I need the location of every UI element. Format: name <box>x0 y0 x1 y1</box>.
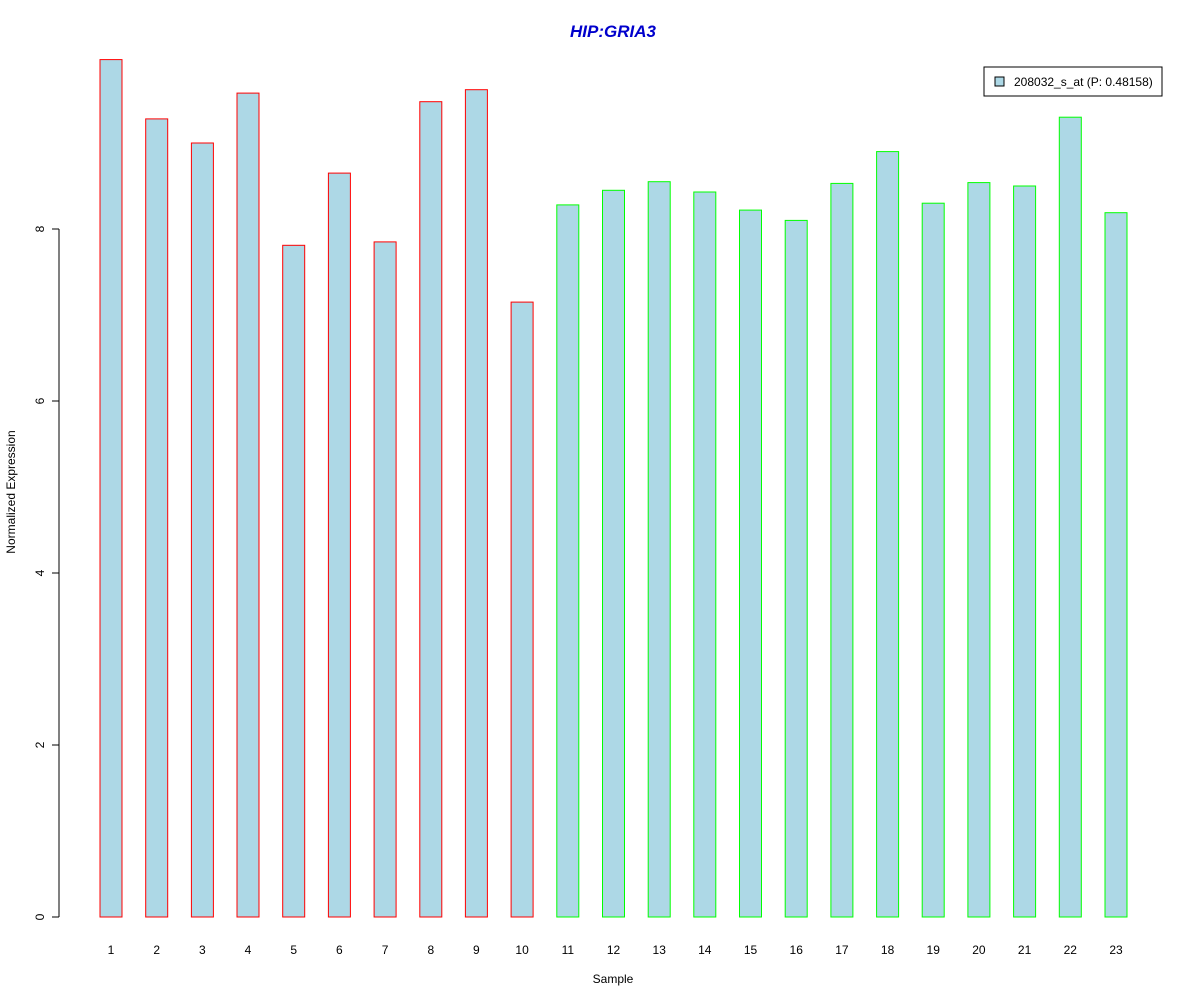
x-tick-label: 12 <box>607 943 621 957</box>
legend-label: 208032_s_at (P: 0.48158) <box>1014 75 1153 89</box>
y-tick-label: 0 <box>33 913 47 920</box>
y-tick-label: 2 <box>33 741 47 748</box>
x-tick-label: 17 <box>835 943 849 957</box>
bar-sample-23 <box>1104 212 1128 918</box>
bar-sample-3 <box>190 142 214 918</box>
legend: 208032_s_at (P: 0.48158) <box>983 66 1163 97</box>
x-tick-label: 10 <box>515 943 529 957</box>
legend-box <box>983 66 1163 97</box>
y-axis-label: Normalized Expression <box>4 430 18 553</box>
x-tick-label: 3 <box>199 943 206 957</box>
x-tick-label: 5 <box>290 943 297 957</box>
bar-sample-4 <box>236 92 260 918</box>
y-axis: 0 2 4 6 8 <box>33 225 60 920</box>
y-tick-label: 4 <box>33 569 47 576</box>
bar-sample-8 <box>419 101 443 918</box>
x-tick-label: 14 <box>698 943 712 957</box>
x-tick-label: 13 <box>653 943 667 957</box>
x-tick-labels: 1 2 3 4 5 6 7 8 9 10 11 12 13 14 15 16 17 18 19 20 21 22 23 <box>108 943 1123 957</box>
x-tick-label: 23 <box>1109 943 1123 957</box>
bar-sample-20 <box>967 182 991 918</box>
bar-sample-22 <box>1058 116 1082 918</box>
chart-title: HIP:GRIA3 <box>570 22 657 41</box>
y-tick-label: 8 <box>33 225 47 232</box>
bar-sample-11 <box>556 204 580 918</box>
x-tick-label: 19 <box>927 943 941 957</box>
x-tick-label: 9 <box>473 943 480 957</box>
x-tick-label: 8 <box>427 943 434 957</box>
x-tick-label: 21 <box>1018 943 1032 957</box>
legend-swatch <box>994 76 1005 87</box>
bar-sample-18 <box>876 151 900 918</box>
bar-sample-5 <box>282 244 306 918</box>
bar-sample-7 <box>373 241 397 918</box>
bar-sample-19 <box>921 202 945 918</box>
x-tick-label: 4 <box>245 943 252 957</box>
x-tick-label: 7 <box>382 943 389 957</box>
x-tick-label: 11 <box>562 943 575 957</box>
bar-sample-13 <box>647 181 671 918</box>
y-tick-label: 6 <box>33 397 47 404</box>
bar-sample-16 <box>784 219 808 918</box>
bar-sample-15 <box>739 209 762 918</box>
x-axis-label: Sample <box>593 972 634 986</box>
x-tick-label: 16 <box>790 943 804 957</box>
x-tick-label: 15 <box>744 943 758 957</box>
bar-sample-17 <box>830 182 854 918</box>
x-tick-label: 1 <box>108 943 115 957</box>
bar-sample-1 <box>99 59 123 918</box>
bar-sample-21 <box>1013 185 1037 918</box>
x-tick-label: 2 <box>153 943 160 957</box>
bars-group <box>99 59 1128 918</box>
x-tick-label: 20 <box>972 943 986 957</box>
bar-sample-2 <box>145 118 169 918</box>
bar-sample-6 <box>327 172 351 918</box>
x-tick-label: 6 <box>336 943 343 957</box>
x-tick-label: 22 <box>1064 943 1078 957</box>
bar-sample-10 <box>510 301 534 918</box>
x-tick-label: 18 <box>881 943 895 957</box>
bar-sample-12 <box>602 189 625 918</box>
bar-sample-9 <box>464 89 488 918</box>
bar-sample-14 <box>693 191 717 918</box>
